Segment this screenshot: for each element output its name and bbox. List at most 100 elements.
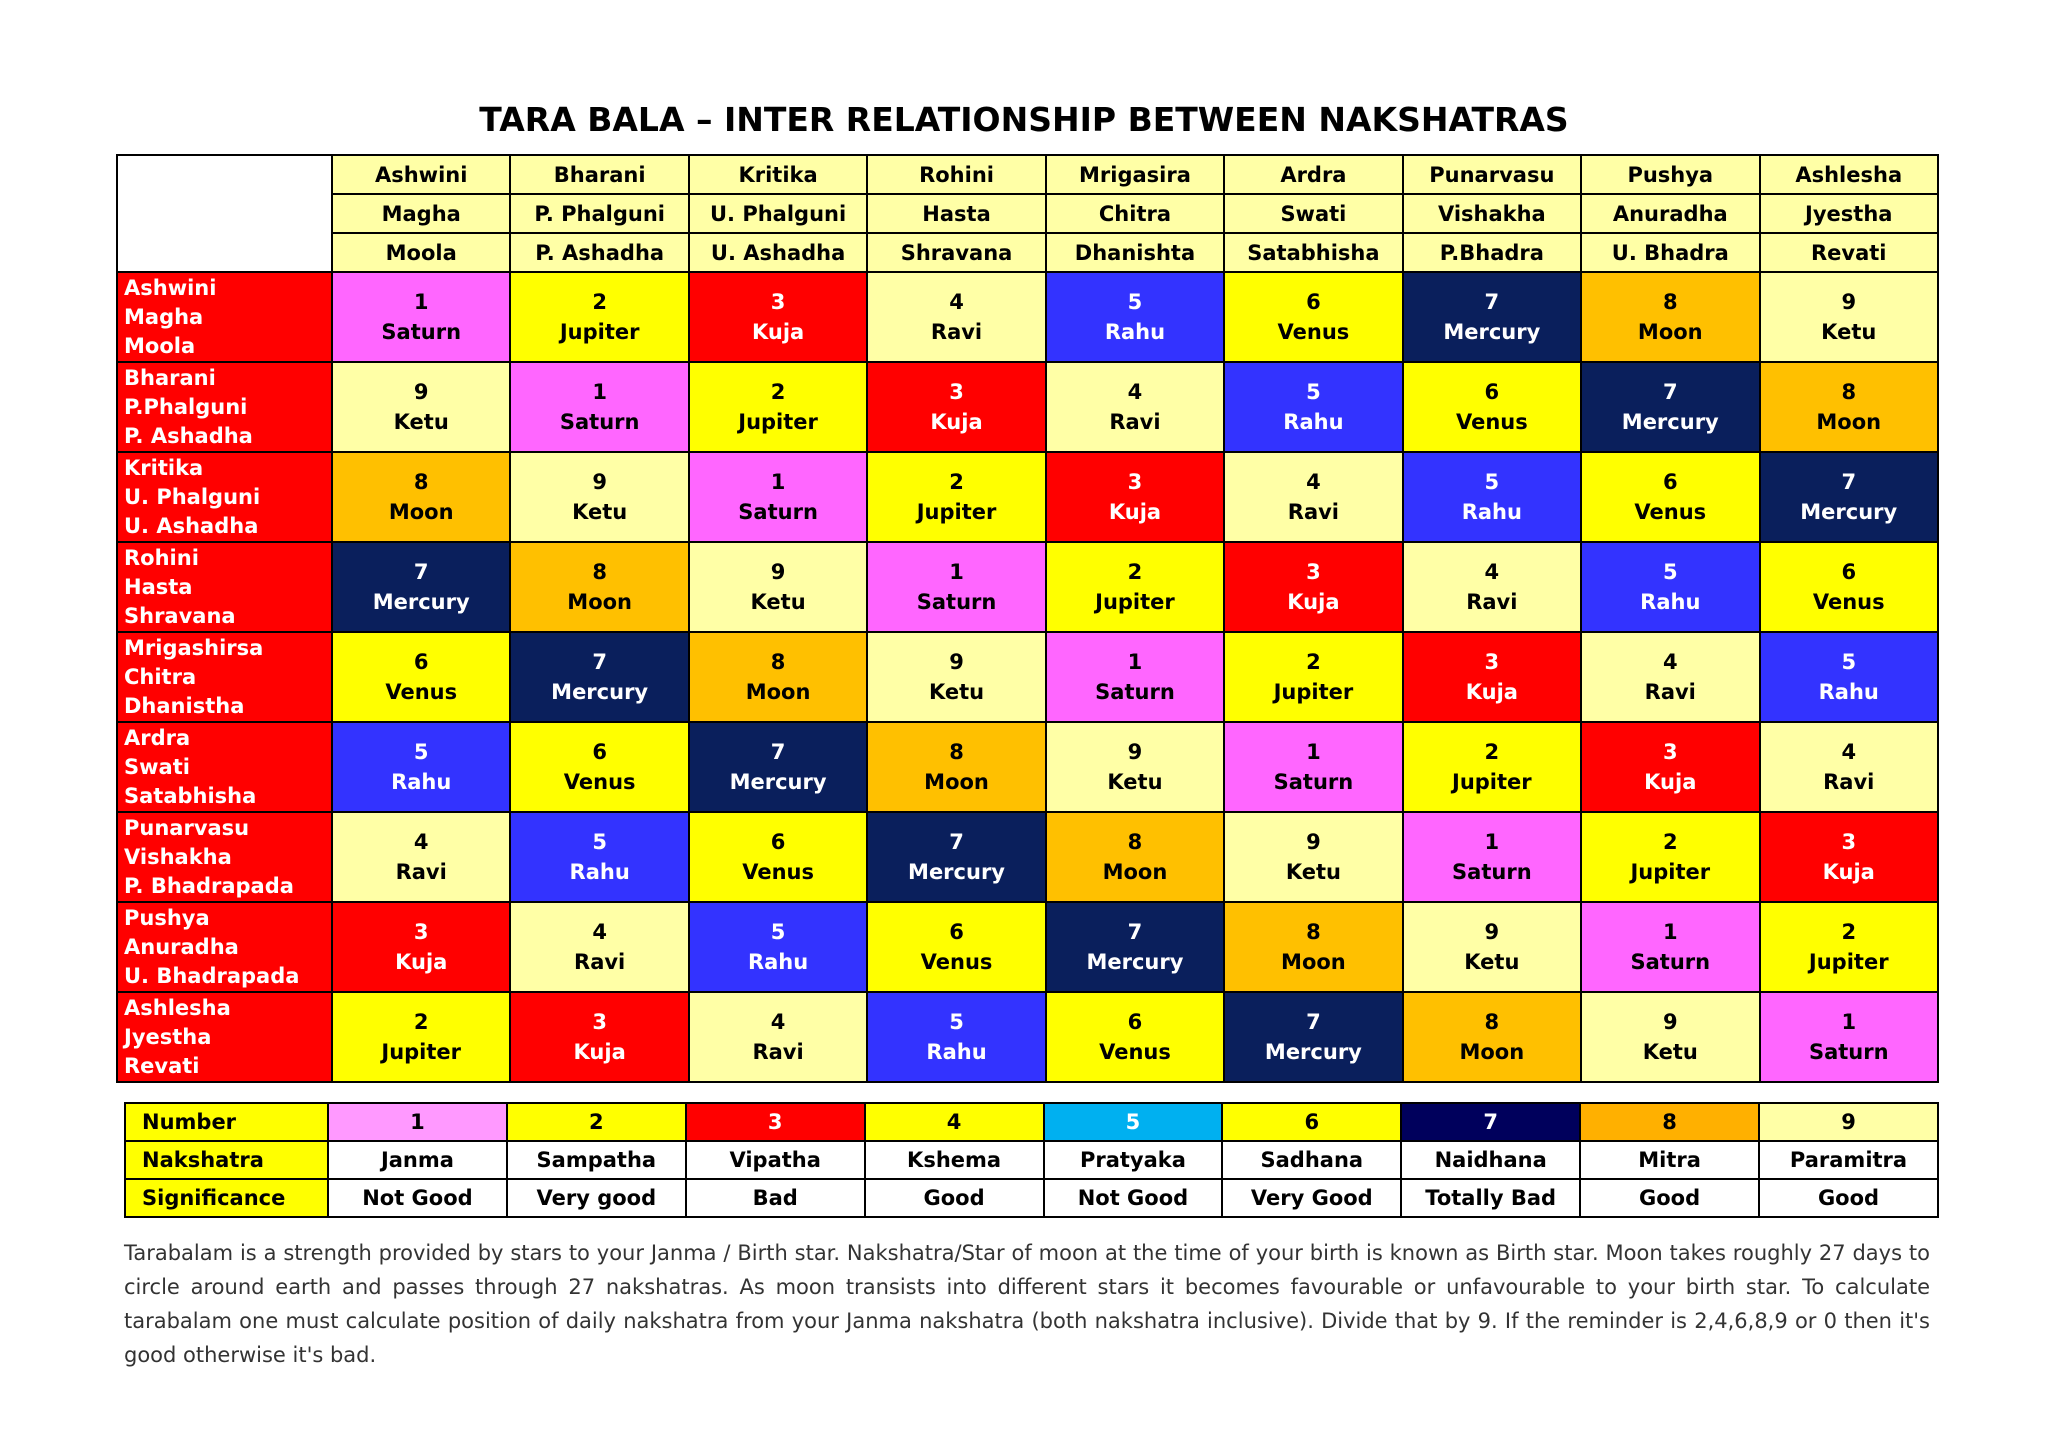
row-header: Kritika U. Phalguni U. Ashadha	[116, 451, 333, 543]
tara-cell: 4 Ravi	[1401, 541, 1583, 633]
tara-cell: 8 Moon	[1580, 271, 1761, 363]
tara-number: 8	[1841, 380, 1857, 404]
planet-name: Kuja	[751, 320, 805, 344]
planet-name: Rahu	[747, 950, 809, 974]
legend-significance: Not Good	[1042, 1178, 1224, 1218]
tara-number: 7	[770, 740, 786, 764]
column-header: Jyestha	[1758, 193, 1939, 234]
planet-name: Mercury	[908, 860, 1005, 884]
tara-number: 7	[592, 650, 607, 674]
column-header: Ashlesha	[1758, 154, 1939, 195]
legend-row: Number 1 2 3 4 5 6 7 8 9	[124, 1102, 1939, 1142]
planet-name: Jupiter	[1808, 950, 1889, 974]
legend-row-label: Nakshatra	[124, 1140, 329, 1180]
planet-name: Moon	[1637, 320, 1703, 344]
legend-nakshatra: Kshema	[863, 1140, 1045, 1180]
tara-cell: 3 Kuja	[866, 361, 1047, 453]
legend-number: 9	[1758, 1102, 1939, 1142]
planet-name: Rahu	[1283, 410, 1344, 434]
planet-name: Venus	[563, 770, 636, 794]
tara-number: 1	[1841, 1010, 1857, 1034]
tara-number: 9	[1306, 830, 1321, 854]
tara-cell: 4 Ravi	[330, 811, 512, 903]
tara-cell: 5 Rahu	[1223, 361, 1404, 453]
planet-name: Moon	[924, 770, 989, 794]
tara-number: 1	[1662, 920, 1678, 944]
planet-name: Ketu	[928, 680, 985, 704]
tara-cell: 8 Moon	[687, 631, 869, 723]
legend-nakshatra: Mitra	[1579, 1140, 1760, 1180]
tara-cell: 9 Ketu	[1580, 991, 1761, 1083]
tara-cell: 1 Saturn	[1044, 631, 1226, 723]
tara-number: 5	[949, 1010, 964, 1034]
planet-name: Venus	[1099, 1040, 1171, 1064]
legend-significance: Good	[1579, 1178, 1760, 1218]
planet-name: Rahu	[1104, 320, 1166, 344]
tara-number: 4	[1484, 560, 1500, 584]
tara-cell: 9 Ketu	[1044, 721, 1226, 813]
row-header-name: Vishakha	[124, 844, 232, 869]
planet-name: Moon	[1816, 410, 1882, 434]
planet-name: Ketu	[750, 590, 806, 614]
tara-number: 1	[949, 560, 964, 584]
planet-name: Moon	[745, 680, 811, 704]
table-row: Mrigashirsa Chitra Dhanistha 6 Venus 7 Mercury…	[116, 631, 1939, 723]
planet-name: Kuja	[930, 410, 983, 434]
planet-name: Saturn	[1808, 1040, 1889, 1064]
planet-name: Venus	[920, 950, 993, 974]
tara-bala-table: Ashwini Bharani Kritika Rohini Mrigasira Ardr…	[116, 154, 1939, 1083]
tara-cell: 7 Mercury	[330, 541, 512, 633]
planet-name: Mercury	[1621, 410, 1719, 434]
legend-significance: Very good	[505, 1178, 687, 1218]
tara-cell: 4 Ravi	[1044, 361, 1226, 453]
tara-cell: 4 Ravi	[1223, 451, 1404, 543]
table-row: Ashlesha Jyestha Revati 2 Jupiter 3 Kuja 4 Ravi 5…	[116, 991, 1939, 1083]
planet-name: Moon	[388, 500, 454, 524]
tara-number: 9	[1841, 290, 1857, 314]
tara-cell: 3 Kuja	[1580, 721, 1761, 813]
row-header: Ashlesha Jyestha Revati	[116, 991, 333, 1083]
tara-cell: 8 Moon	[509, 541, 690, 633]
tara-number: 5	[1306, 380, 1321, 404]
tara-number: 8	[413, 470, 429, 494]
legend-row-label: Significance	[124, 1178, 329, 1218]
tara-cell: 2 Jupiter	[1401, 721, 1583, 813]
legend-number: 3	[684, 1102, 866, 1142]
tara-cell: 7 Mercury	[1044, 901, 1226, 993]
tara-number: 6	[1127, 1010, 1143, 1034]
planet-name: Ketu	[1642, 1040, 1698, 1064]
tara-cell: 1 Saturn	[330, 271, 512, 363]
tara-cell: 2 Jupiter	[509, 271, 690, 363]
tara-cell: 9 Ketu	[330, 361, 512, 453]
tara-cell: 8 Moon	[1044, 811, 1226, 903]
tara-cell: 5 Rahu	[509, 811, 690, 903]
tara-cell: 9 Ketu	[1223, 811, 1404, 903]
planet-name: Venus	[1812, 590, 1885, 614]
tara-cell: 9 Ketu	[1758, 271, 1939, 363]
legend-number: 2	[505, 1102, 687, 1142]
tara-number: 2	[1306, 650, 1321, 674]
tara-number: 9	[1127, 740, 1143, 764]
tara-cell: 2 Jupiter	[1223, 631, 1404, 723]
tara-number: 1	[1306, 740, 1321, 764]
tara-number: 9	[770, 560, 786, 584]
planet-name: Jupiter	[738, 410, 818, 434]
column-header-row: Moola P. Ashadha U. Ashadha Shravana Dhanish…	[117, 232, 1939, 273]
corner-cell	[116, 154, 333, 273]
planet-name: Saturn	[1452, 860, 1532, 884]
column-header: Dhanishta	[1044, 232, 1226, 273]
planet-name: Jupiter	[559, 320, 640, 344]
table-row: Ardra Swati Satabhisha 5 Rahu 6 Venus 7 Mercury 8…	[116, 721, 1939, 813]
tara-number: 2	[592, 290, 607, 314]
tara-cell: 7 Mercury	[687, 721, 869, 813]
planet-name: Ravi	[1466, 590, 1518, 614]
tara-cell: 3 Kuja	[509, 991, 690, 1083]
planet-name: Mercury	[1800, 500, 1898, 524]
tara-number: 2	[1127, 560, 1143, 584]
planet-name: Moon	[1281, 950, 1346, 974]
tara-number: 2	[1662, 830, 1678, 854]
tara-number: 4	[1306, 470, 1321, 494]
legend-row: Nakshatra Janma Sampatha Vipatha Kshema Praty…	[124, 1140, 1939, 1180]
tara-number: 3	[770, 290, 786, 314]
planet-name: Rahu	[391, 770, 452, 794]
